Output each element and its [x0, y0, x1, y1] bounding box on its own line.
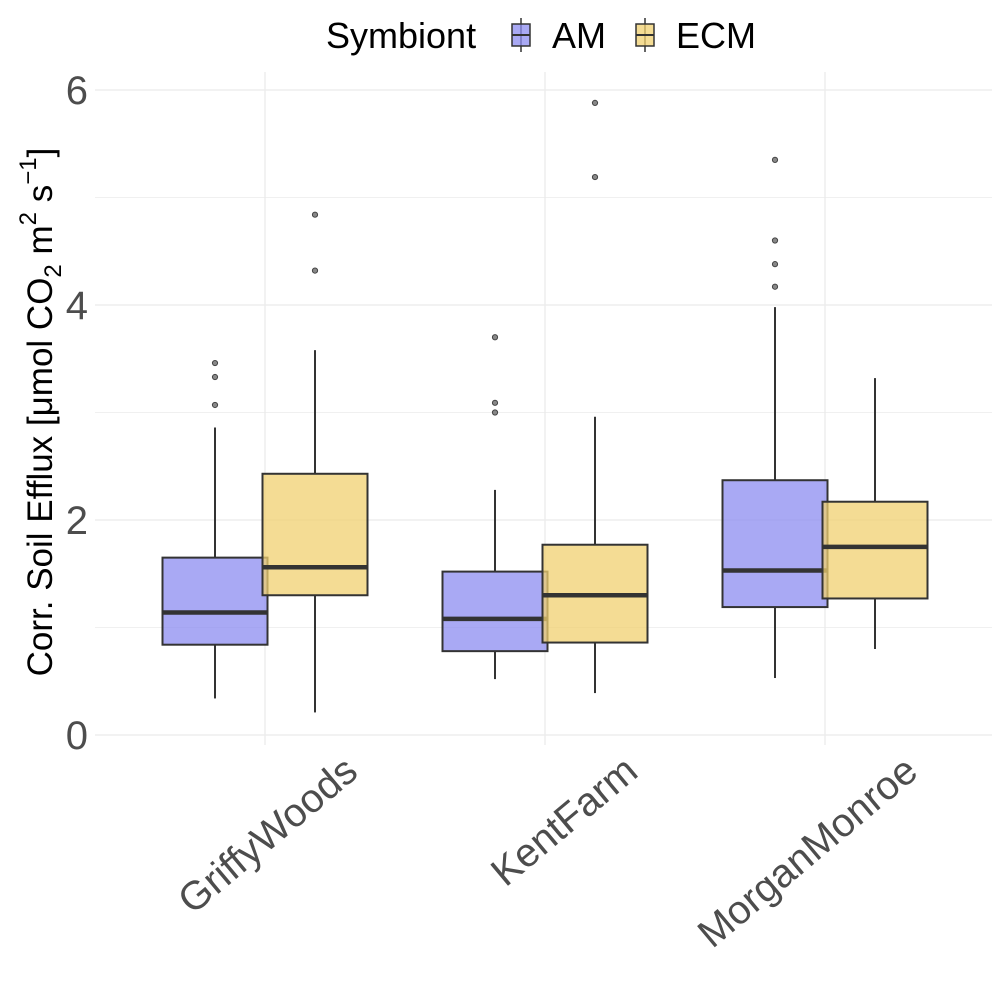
outlier-point — [211, 373, 219, 381]
outlier-point — [491, 334, 499, 341]
y-tick-label: 4 — [66, 284, 88, 328]
y-tick-label: 2 — [66, 499, 88, 543]
outlier-point — [311, 267, 319, 274]
outlier-point — [211, 359, 219, 367]
outlier-point — [771, 283, 779, 290]
y-tick-label: 0 — [66, 714, 88, 758]
box-am-morganmonroe — [721, 156, 829, 679]
legend-label-am: AM — [552, 15, 606, 56]
outlier-point — [591, 173, 599, 181]
iqr-box — [721, 479, 829, 609]
legend-label-ecm: ECM — [676, 15, 756, 56]
legend: Symbiont AM ECM — [326, 15, 756, 56]
outlier-point — [491, 399, 499, 406]
outlier-point — [771, 237, 779, 244]
outlier-point — [211, 401, 219, 409]
y-axis-ticks: 0 2 4 6 — [66, 69, 88, 758]
x-tick-label: MorganMonroe — [690, 748, 926, 956]
legend-key-ecm — [635, 18, 655, 52]
box-am-griffywoods — [161, 359, 269, 699]
legend-title: Symbiont — [326, 15, 476, 56]
outlier-point — [771, 261, 779, 268]
iqr-box — [441, 570, 549, 653]
x-axis-ticks: GriffyWoods KentFarm MorganMonroe — [170, 748, 926, 956]
y-axis-title: Corr. Soil Efflux [μmol CO2 m2 s−1] — [15, 148, 67, 677]
iqr-box — [161, 556, 269, 646]
grid-lines — [95, 72, 992, 745]
x-tick-label: KentFarm — [483, 748, 646, 895]
outlier-point — [491, 409, 499, 416]
boxplot-boxes — [161, 99, 929, 713]
outlier-point — [591, 99, 599, 107]
iqr-box — [821, 500, 929, 600]
legend-key-am — [511, 18, 531, 52]
box-am-kentfarm — [441, 334, 549, 680]
x-tick-label: GriffyWoods — [170, 748, 366, 922]
iqr-box — [261, 472, 369, 597]
box-ecm-griffywoods — [261, 211, 369, 713]
y-tick-label: 6 — [66, 69, 88, 113]
outlier-point — [771, 156, 779, 163]
box-ecm-morganmonroe — [821, 378, 929, 649]
box-ecm-kentfarm — [541, 99, 649, 694]
outlier-point — [311, 211, 319, 218]
